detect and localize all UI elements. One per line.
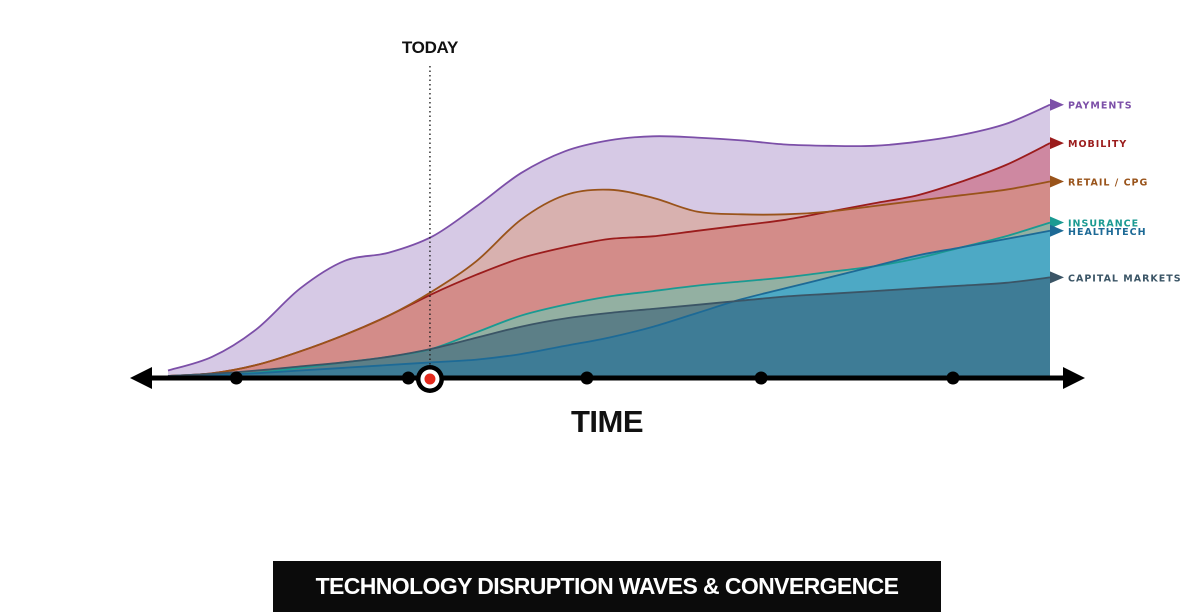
- time-ticks: [229, 371, 960, 385]
- label-retail-cpg: RETAIL / CPG: [1068, 177, 1148, 188]
- label-mobility: MOBILITY: [1068, 139, 1127, 150]
- time-axis: [130, 367, 1085, 389]
- time-tick-1: [229, 371, 243, 385]
- label-insurance: INSURANCE: [1068, 219, 1139, 230]
- time-tick-4: [754, 371, 768, 385]
- chart-title-banner: TECHNOLOGY DISRUPTION WAVES & CONVERGENC…: [273, 561, 941, 612]
- arrow-healthtech: [1050, 224, 1064, 237]
- series-lines: [167, 103, 1051, 377]
- time-axis-label: TIME: [571, 404, 643, 439]
- time-tick-3: [580, 371, 594, 385]
- series-labels: PAYMENTS MOBILITY RETAIL / CPG INSURANCEHEA…: [1050, 98, 1182, 284]
- label-capital-markets: CAPITAL MARKETS: [1068, 273, 1182, 284]
- label-healthtech: HEALTHTECH: [1068, 227, 1147, 238]
- line-insurance: [167, 221, 1051, 377]
- arrow-insurance: [1050, 216, 1064, 229]
- line-healthtech: [167, 229, 1051, 377]
- time-axis-left-arrow: [130, 367, 152, 389]
- area-capital-markets: [168, 277, 1050, 376]
- today-label: TODAY: [402, 38, 459, 57]
- time-tick-2: [401, 371, 415, 385]
- time-tick-5: [946, 371, 960, 385]
- arrow-capital-markets: [1050, 271, 1064, 284]
- arrow-mobility: [1050, 137, 1064, 150]
- line-payments: [167, 103, 1051, 372]
- arrow-retail-cpg: [1050, 175, 1064, 188]
- line-capital-markets: [167, 276, 1051, 377]
- arrow-payments: [1050, 98, 1064, 111]
- time-axis-right-arrow: [1063, 367, 1085, 389]
- today-dot-center: [424, 373, 436, 385]
- label-payments: PAYMENTS: [1068, 101, 1133, 112]
- line-retail-cpg: [167, 180, 1051, 377]
- series-areas: [168, 104, 1050, 376]
- today-dot: [415, 365, 444, 393]
